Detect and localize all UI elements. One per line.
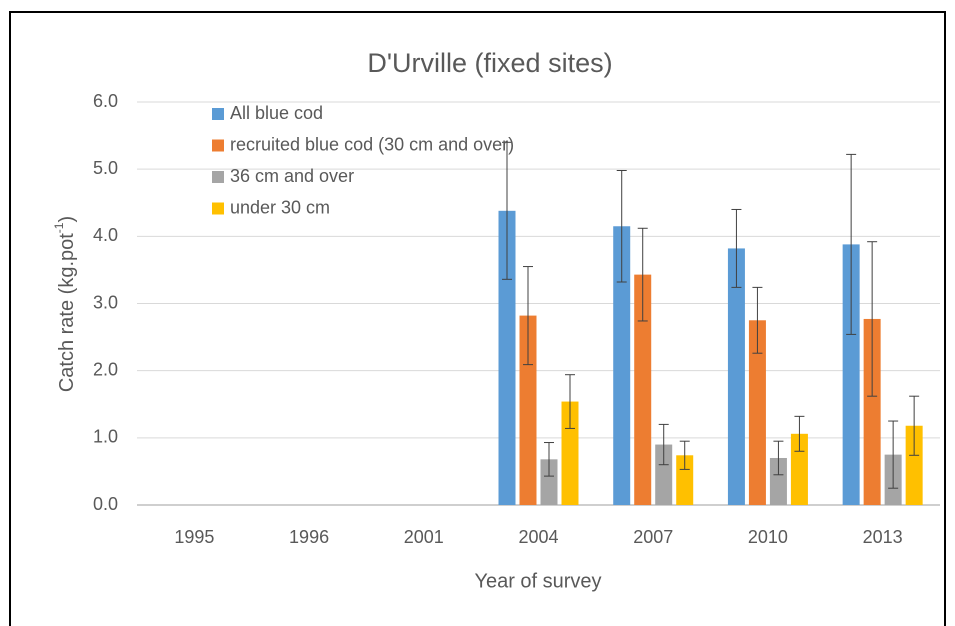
bar	[519, 315, 537, 505]
error-bar	[523, 266, 533, 366]
error-bar	[752, 286, 763, 354]
error-bar	[731, 208, 742, 288]
legend-swatch	[212, 202, 224, 215]
legend-label: All blue cod	[230, 103, 323, 123]
x-tick-label: 2001	[404, 527, 444, 547]
y-tick-label: 4.0	[93, 225, 118, 245]
x-tick-label: 1995	[174, 527, 214, 547]
bar	[769, 457, 787, 505]
error-bar	[679, 440, 690, 470]
x-tick-label: 2004	[518, 527, 558, 547]
error-bar	[544, 442, 554, 477]
error-bar	[658, 423, 669, 466]
bar	[905, 425, 923, 505]
bar	[655, 444, 673, 505]
bar	[561, 401, 579, 505]
y-tick-label: 0.0	[93, 494, 118, 514]
y-tick-label: 3.0	[93, 292, 118, 312]
error-bar	[616, 170, 627, 283]
legend-swatch	[212, 139, 224, 152]
legend-label: recruited blue cod (30 cm and over)	[230, 134, 514, 154]
bar	[748, 320, 766, 505]
x-tick-label: 2007	[633, 527, 673, 547]
y-axis-title-suffix: )	[56, 216, 78, 223]
error-bar	[846, 153, 857, 335]
error-bar	[888, 420, 899, 489]
chart-title: D'Urville (fixed sites)	[367, 48, 612, 78]
legend-swatch	[212, 108, 224, 120]
legend-label: under 30 cm	[230, 197, 330, 217]
bar	[842, 244, 860, 506]
y-tick-label: 5.0	[93, 158, 118, 178]
y-axis-title: Catch rate (kg.pot-1)	[52, 216, 78, 392]
y-tick-label: 6.0	[93, 91, 118, 111]
bar	[498, 210, 516, 505]
legend-swatch	[212, 171, 224, 183]
y-tick-label: 1.0	[93, 427, 118, 447]
bar	[863, 318, 881, 505]
error-bar	[502, 141, 512, 280]
chart-frame	[9, 11, 946, 626]
x-tick-label: 1996	[289, 527, 329, 547]
bar	[727, 248, 745, 505]
x-axis-title: Year of survey	[474, 570, 601, 592]
error-bar	[909, 395, 920, 456]
y-tick-label: 2.0	[93, 359, 118, 379]
error-bar	[773, 440, 784, 476]
legend-label: 36 cm and over	[230, 166, 354, 186]
x-tick-label: 2013	[863, 527, 903, 547]
bar	[613, 226, 631, 505]
y-axis-title-text: Catch rate (kg.pot	[56, 233, 78, 392]
error-bar	[794, 415, 805, 452]
x-tick-label: 2010	[748, 527, 788, 547]
bar	[676, 455, 694, 505]
error-bar	[637, 227, 648, 322]
error-bar	[565, 374, 575, 429]
y-axis-title-sup: -1	[52, 222, 66, 233]
bar	[634, 274, 652, 505]
error-bar	[867, 241, 878, 397]
bar	[540, 459, 558, 505]
